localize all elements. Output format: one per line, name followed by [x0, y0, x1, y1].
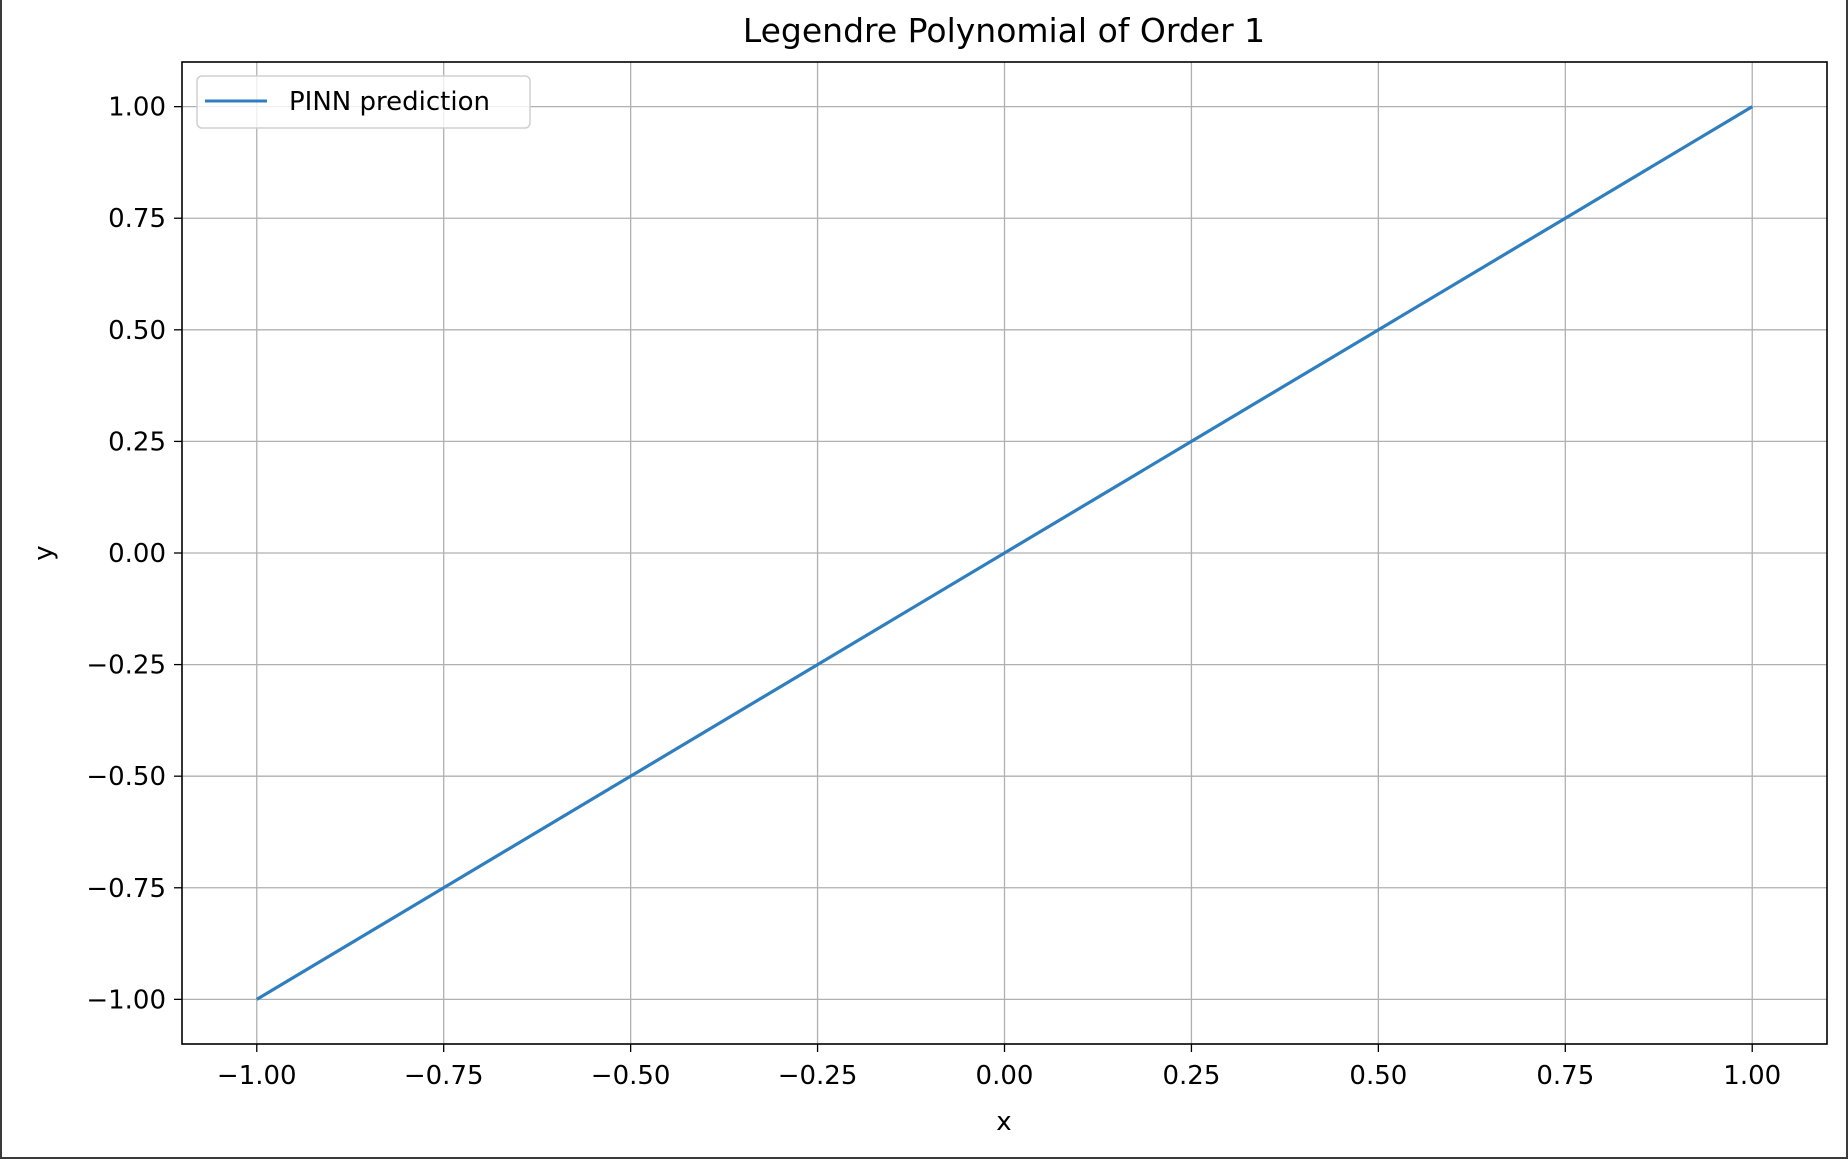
y-tick-label: −0.50 [86, 762, 166, 792]
y-tick-label: −1.00 [86, 985, 166, 1015]
y-tick-label: 0.25 [108, 427, 166, 457]
plot-area-border [181, 61, 1828, 1045]
series-layer [255, 105, 1754, 1001]
x-tick-label: −0.25 [778, 1061, 858, 1091]
chart-title: Legendre Polynomial of Order 1 [743, 11, 1265, 50]
x-axis-label: x [996, 1107, 1011, 1137]
x-tick-label: −0.75 [404, 1061, 484, 1091]
x-tick-label: 0.50 [1349, 1061, 1407, 1091]
y-axis-ticks: −1.00 −0.75 −0.50 −0.25 0.00 0.25 0.50 0.75 1.00 [86, 93, 182, 1015]
x-tick-label: 0.25 [1162, 1061, 1220, 1091]
x-tick-label: 1.00 [1723, 1061, 1781, 1091]
y-tick-label: 0.00 [108, 539, 166, 569]
x-axis-ticks: −1.00 −0.75 −0.50 −0.25 0.00 0.25 0.50 0.75 1.00 [217, 1044, 1781, 1091]
y-tick-label: −0.25 [86, 651, 166, 681]
x-tick-label: 0.00 [976, 1061, 1034, 1091]
x-tick-label: 0.75 [1536, 1061, 1594, 1091]
y-tick-label: 0.50 [108, 316, 166, 346]
y-tick-label: 0.75 [108, 204, 166, 234]
y-tick-label: 1.00 [108, 93, 166, 123]
x-tick-label: −0.50 [591, 1061, 671, 1091]
legend-label: PINN prediction [289, 87, 490, 117]
legend-box [196, 75, 531, 129]
x-tick-label: −1.00 [217, 1061, 297, 1091]
y-axis-label: y [29, 545, 59, 560]
legend: PINN prediction [196, 75, 531, 129]
series-line-pinn-prediction [255, 105, 1754, 1001]
y-tick-label: −0.75 [86, 874, 166, 904]
